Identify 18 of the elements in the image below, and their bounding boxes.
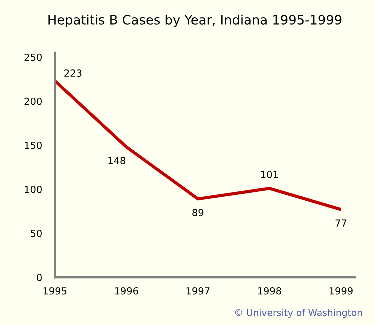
y-tick-label: 100: [25, 186, 42, 194]
x-tick-label: 1995: [44, 287, 67, 295]
text: © University of Washington: [236, 309, 362, 318]
x-tick-label: 1997: [186, 287, 210, 295]
x-tick-label: 1999: [330, 287, 353, 295]
y-tick-label: 150: [25, 142, 42, 150]
y-tick-label: 200: [24, 98, 42, 106]
chart-title: Hepatitis B Cases by Year, Indiana 1995-1999: [48, 14, 342, 28]
y-tick-label: 50: [31, 230, 42, 238]
y-tick-label: 250: [24, 54, 42, 62]
x-tick-label: 1996: [115, 287, 138, 295]
data-label: 101: [261, 171, 278, 178]
data-label: 77: [336, 220, 347, 227]
data-label: 223: [64, 70, 82, 78]
y-tick-label: 0: [37, 274, 42, 282]
data-label: 89: [192, 209, 204, 216]
x-tick-label: 1998: [258, 287, 282, 295]
data-label: 148: [108, 157, 126, 164]
